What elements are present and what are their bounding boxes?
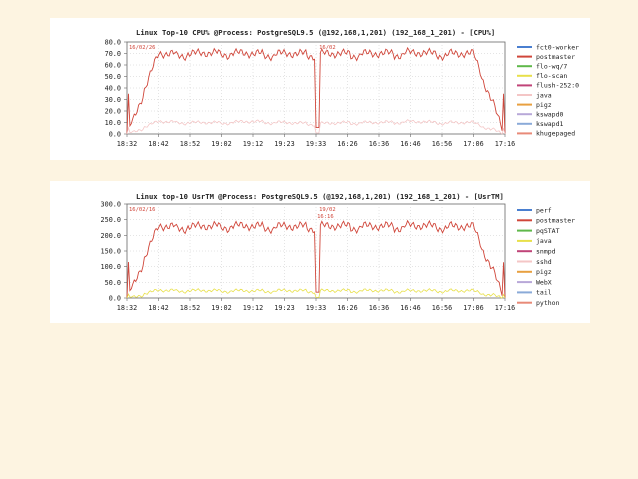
legend-label: snmpd	[536, 248, 556, 256]
x-tick-label: 18:32	[117, 304, 137, 312]
y-tick-label: 40.0	[105, 85, 121, 93]
legend-label: python	[536, 299, 560, 307]
x-tick-label: 19:33	[306, 140, 326, 148]
x-tick-label: 19:23	[274, 304, 294, 312]
x-tick-label: 16:56	[432, 140, 452, 148]
x-tick-label: 16:36	[369, 304, 389, 312]
legend-label: flush-252:0	[536, 82, 579, 90]
legend-label: perf	[536, 206, 552, 214]
series-line-postmaster	[126, 219, 506, 299]
x-tick-label: 19:12	[243, 140, 263, 148]
x-tick-label: 19:23	[274, 140, 294, 148]
series-line-postmaster	[126, 46, 506, 135]
x-tick-label: 16:56	[432, 304, 452, 312]
series-line-java	[126, 288, 506, 299]
x-tick-label: 16:46	[400, 304, 420, 312]
x-tick-label: 18:52	[180, 140, 200, 148]
usrtm-chart: Linux top-10 UsrTM @Process: PostgreSQL9…	[101, 192, 576, 312]
legend-label: flo-scan	[536, 72, 567, 80]
cpu-chart-panel: Linux Top-10 CPU% @Process: PostgreSQL9.…	[50, 18, 590, 160]
x-tick-label: 17:16	[495, 304, 515, 312]
legend-label: flo-wq/7	[536, 63, 567, 71]
y-tick-label: 0.0	[109, 295, 121, 303]
x-tick-label: 18:52	[180, 304, 200, 312]
series-line-java	[126, 119, 506, 135]
y-tick-label: 70.0	[105, 50, 121, 58]
y-tick-label: 150.0	[101, 248, 121, 256]
y-tick-label: 30.0	[105, 96, 121, 104]
y-tick-label: 20.0	[105, 108, 121, 116]
cpu-chart: Linux Top-10 CPU% @Process: PostgreSQL9.…	[105, 28, 580, 148]
x-tick-label: 19:02	[211, 304, 231, 312]
legend-label: pigz	[536, 268, 552, 276]
legend-label: java	[536, 237, 552, 245]
chart-title: Linux top-10 UsrTM @Process: PostgreSQL9…	[136, 192, 504, 201]
y-tick-label: 10.0	[105, 119, 121, 127]
legend-label: fct0-worker	[536, 43, 579, 51]
chart-title: Linux Top-10 CPU% @Process: PostgreSQL9.…	[136, 28, 495, 37]
time-marker-mid-2: 16:16	[317, 214, 334, 220]
x-tick-label: 19:12	[243, 304, 263, 312]
y-tick-label: 250.0	[101, 216, 121, 224]
x-tick-label: 16:46	[400, 140, 420, 148]
y-tick-label: 300.0	[101, 201, 121, 209]
legend-label: WebX	[536, 278, 552, 286]
y-tick-label: 50.0	[105, 73, 121, 81]
x-tick-label: 16:36	[369, 140, 389, 148]
y-tick-label: 100.0	[101, 263, 121, 271]
legend-label: kswapd1	[536, 120, 563, 128]
legend-label: java	[536, 91, 552, 99]
time-marker-mid: 19/02	[319, 207, 336, 213]
x-tick-label: 17:06	[463, 304, 483, 312]
y-tick-label: 50.0	[105, 279, 121, 287]
y-tick-label: 80.0	[105, 39, 121, 47]
x-tick-label: 17:16	[495, 140, 515, 148]
legend-label: kswapd0	[536, 111, 563, 119]
legend-label: pigz	[536, 101, 552, 109]
x-tick-label: 18:42	[148, 140, 168, 148]
legend-label: sshd	[536, 258, 552, 266]
x-tick-label: 16:26	[337, 304, 357, 312]
usrtm-chart-panel: Linux top-10 UsrTM @Process: PostgreSQL9…	[50, 181, 590, 323]
x-tick-label: 18:42	[148, 304, 168, 312]
y-tick-label: 60.0	[105, 62, 121, 70]
legend-label: postmaster	[536, 53, 575, 61]
y-tick-label: 200.0	[101, 232, 121, 240]
legend-label: tail	[536, 289, 552, 297]
time-marker-mid: 16/02	[319, 45, 336, 51]
time-marker-left: 16/02/16	[129, 207, 156, 213]
x-tick-label: 19:33	[306, 304, 326, 312]
x-tick-label: 19:02	[211, 140, 231, 148]
x-tick-label: 18:32	[117, 140, 137, 148]
time-marker-left: 16/02/26	[129, 45, 156, 51]
x-tick-label: 16:26	[337, 140, 357, 148]
y-tick-label: 0.0	[109, 131, 121, 139]
legend-label: postmaster	[536, 217, 575, 225]
legend-label: pqSTAT	[536, 227, 560, 235]
legend-label: khugepaged	[536, 130, 575, 138]
x-tick-label: 17:06	[463, 140, 483, 148]
